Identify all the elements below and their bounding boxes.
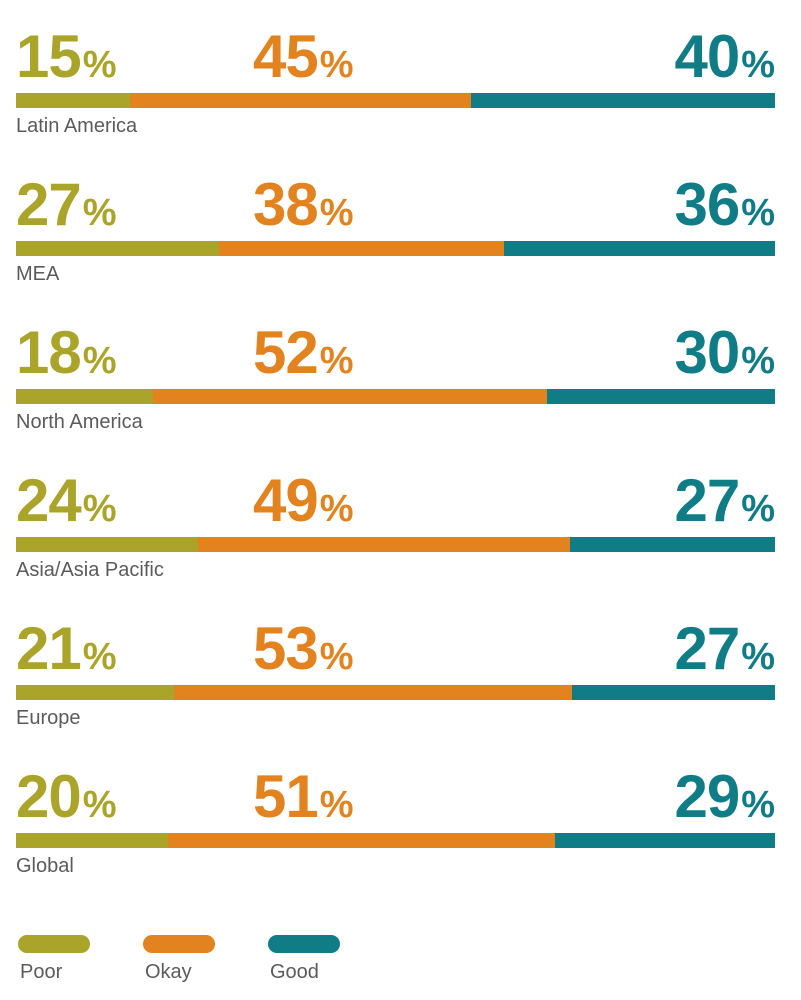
value-label-okay-latin-america: 45% (253, 23, 354, 90)
value-label-okay-mea: 38% (253, 171, 354, 238)
bar-poor-asia-asia-pacific (16, 537, 199, 552)
value-label-good-europe: 27% (674, 615, 775, 682)
row-europe: 21% 53% 27% Europe (16, 614, 775, 762)
value-label-poor-asia-asia-pacific: 24% (16, 467, 117, 534)
bar-okay-asia-asia-pacific (198, 537, 571, 552)
bar-okay-mea (218, 241, 505, 256)
row-global: 20% 51% 29% Global (16, 762, 775, 910)
bar-okay-north-america (152, 389, 548, 404)
region-label-europe: Europe (16, 707, 81, 729)
bar-good-mea (504, 241, 775, 256)
value-label-poor-europe: 21% (16, 615, 117, 682)
legend-item-poor: Poor (18, 928, 128, 998)
bar-good-global (554, 833, 775, 848)
row-latin-america: 15% 45% 40% Latin America (16, 22, 775, 170)
value-label-poor-global: 20% (16, 763, 117, 830)
row-asia-asia-pacific: 24% 49% 27% Asia/Asia Pacific (16, 466, 775, 614)
legend-item-okay: Okay (143, 928, 253, 998)
value-label-okay-global: 51% (253, 763, 354, 830)
value-label-poor-latin-america: 15% (16, 23, 117, 90)
legend: Poor Okay Good (0, 928, 801, 998)
bar-good-europe (572, 685, 775, 700)
bar-poor-latin-america (16, 93, 130, 108)
region-label-mea: MEA (16, 263, 60, 285)
region-label-global: Global (16, 855, 74, 877)
bar-poor-north-america (16, 389, 153, 404)
region-label-north-america: North America (16, 411, 143, 433)
bar-poor-europe (16, 685, 174, 700)
stacked-bar-chart: 15% 45% 40% Latin America 27% 38% 36% MEA 18% 52%… (16, 22, 775, 877)
value-label-poor-mea: 27% (16, 171, 117, 238)
bar-okay-latin-america (129, 93, 472, 108)
value-label-good-global: 29% (674, 763, 775, 830)
value-label-poor-north-america: 18% (16, 319, 117, 386)
value-label-okay-europe: 53% (253, 615, 354, 682)
legend-swatch-good (268, 935, 340, 953)
value-label-good-north-america: 30% (674, 319, 775, 386)
legend-label-okay: Okay (145, 961, 192, 983)
value-label-good-latin-america: 40% (674, 23, 775, 90)
value-label-okay-north-america: 52% (253, 319, 354, 386)
bar-okay-global (167, 833, 555, 848)
row-north-america: 18% 52% 30% North America (16, 318, 775, 466)
row-mea: 27% 38% 36% MEA (16, 170, 775, 318)
legend-label-poor: Poor (20, 961, 63, 983)
bar-poor-global (16, 833, 168, 848)
value-label-good-mea: 36% (674, 171, 775, 238)
legend-label-good: Good (270, 961, 319, 983)
bar-good-latin-america (471, 93, 775, 108)
bar-poor-mea (16, 241, 219, 256)
bar-good-north-america (547, 389, 775, 404)
region-label-asia-asia-pacific: Asia/Asia Pacific (16, 559, 164, 581)
legend-swatch-okay (143, 935, 215, 953)
legend-item-good: Good (268, 928, 378, 998)
bar-okay-europe (173, 685, 573, 700)
region-label-latin-america: Latin America (16, 115, 138, 137)
value-label-good-asia-asia-pacific: 27% (674, 467, 775, 534)
value-label-okay-asia-asia-pacific: 49% (253, 467, 354, 534)
legend-swatch-poor (18, 935, 90, 953)
bar-good-asia-asia-pacific (570, 537, 775, 552)
